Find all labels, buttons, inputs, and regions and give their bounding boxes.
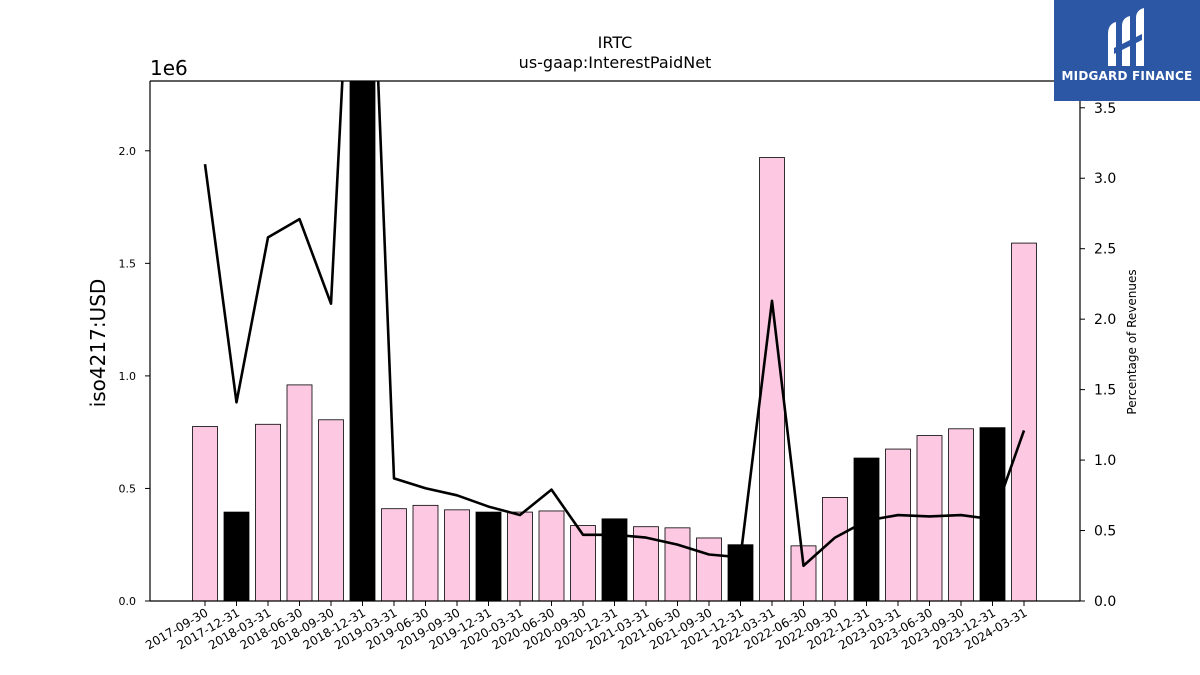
y-tick-label: 0.5 <box>119 482 137 495</box>
bar <box>444 509 470 601</box>
y-tick-label: 2.0 <box>119 145 137 158</box>
y2-tick-label: 1.5 <box>1094 383 1116 399</box>
bar <box>255 423 281 601</box>
logo-text: MIDGARD FINANCE <box>1061 69 1193 83</box>
bar <box>412 504 439 601</box>
bar <box>979 427 1006 601</box>
percentage-line <box>203 81 1026 568</box>
bar <box>538 510 565 601</box>
bar <box>664 527 691 601</box>
bar <box>601 518 628 601</box>
y2-tick-label: 0.0 <box>1094 594 1116 610</box>
y-ticks: 0.0 0.5 1.0 1.5 2.0 <box>119 145 150 608</box>
bar <box>286 384 313 601</box>
logo-mark-icon <box>1108 8 1144 66</box>
y2-tick-label: 3.0 <box>1094 171 1116 187</box>
y2-tick-label: 0.5 <box>1094 524 1116 540</box>
y-tick-label: 1.0 <box>119 370 137 383</box>
brand-logo: MIDGARD FINANCE <box>1054 0 1200 101</box>
chart-subtitle: us-gaap:InterestPaidNet <box>519 53 712 72</box>
bar <box>570 525 596 601</box>
y-tick-label: 1.5 <box>119 257 137 270</box>
y2-tick-label: 2.5 <box>1094 242 1116 258</box>
x-ticks: 2017-09-302017-12-312018-03-312018-06-30… <box>143 601 1030 652</box>
y2-axis-label: Percentage of Revenues <box>1125 269 1139 414</box>
bar <box>696 537 722 601</box>
chart-title: IRTC <box>598 33 633 52</box>
bar <box>318 419 344 601</box>
y-axis-label: iso4217:USD <box>86 279 110 408</box>
y2-tick-label: 3.5 <box>1094 101 1116 117</box>
bar <box>853 457 880 601</box>
bar <box>192 426 218 601</box>
line-layer <box>203 81 1026 568</box>
y-scale-label: 1e6 <box>150 56 188 80</box>
y2-tick-label: 2.0 <box>1094 312 1116 328</box>
y-tick-label: 0.0 <box>119 595 137 608</box>
bar <box>381 508 407 601</box>
bar <box>790 545 817 601</box>
y2-ticks: 0.0 0.5 1.0 1.5 2.0 2.5 3.0 3.5 <box>1080 101 1116 610</box>
bar <box>475 511 502 601</box>
bar <box>223 511 250 601</box>
bar <box>916 435 943 601</box>
bar <box>1011 242 1037 601</box>
bar <box>349 81 376 601</box>
bars-group <box>192 81 1037 601</box>
y2-tick-label: 1.0 <box>1094 453 1116 469</box>
bar <box>822 497 848 601</box>
bar <box>885 448 911 601</box>
bar <box>507 511 533 601</box>
